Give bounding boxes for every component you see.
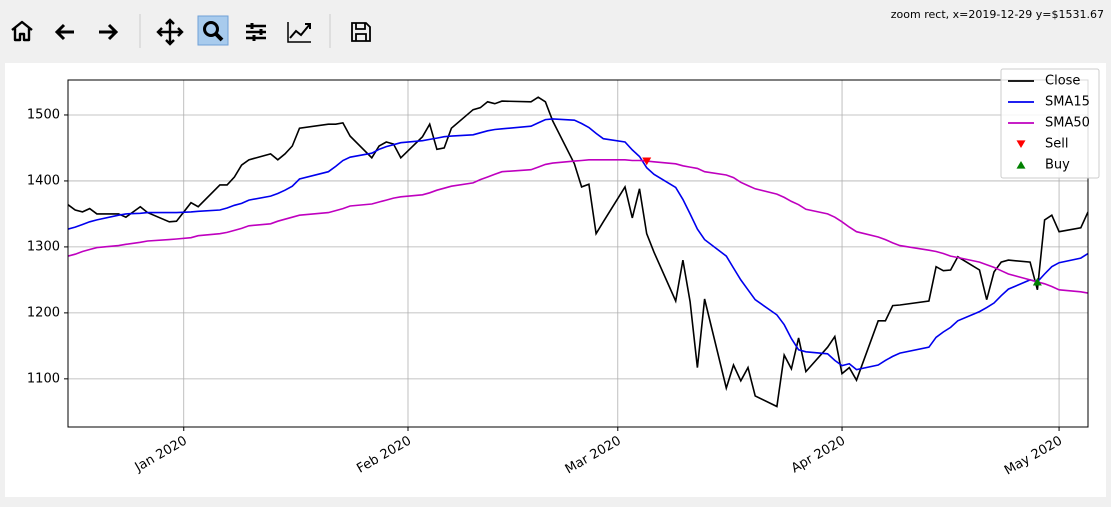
back-button[interactable] (54, 23, 74, 41)
signal-marker (1032, 277, 1042, 286)
zoom-button[interactable] (197, 15, 229, 46)
legend-label: SMA50 (1045, 116, 1090, 131)
legend-label: Sell (1045, 137, 1068, 152)
y-tick-label: 1500 (27, 107, 60, 122)
y-tick-label: 1300 (27, 239, 60, 254)
legend: Close SMA15 SMA50 Sell Buy (1000, 68, 1100, 179)
series-line (68, 159, 1088, 294)
toolbar (11, 14, 371, 48)
signal-marker (642, 157, 652, 166)
edit-axis-button[interactable] (287, 22, 311, 43)
y-tick-label: 1100 (27, 371, 60, 386)
status-message: zoom rect, x=2019-12-29 y=$1531.67 (891, 8, 1104, 21)
pan-button[interactable] (156, 18, 184, 46)
configure-button[interactable] (246, 23, 266, 41)
legend-label: Close (1045, 74, 1080, 89)
legend-label: Buy (1045, 158, 1070, 173)
series-line (68, 96, 1088, 408)
y-tick-label: 1400 (27, 173, 60, 188)
legend-marker (1016, 140, 1026, 149)
forward-button[interactable] (99, 23, 119, 41)
axes-frame (67, 79, 1089, 428)
figure (5, 63, 1106, 497)
series-line (68, 118, 1088, 371)
legend-box (1000, 68, 1100, 179)
legend-label: SMA15 (1045, 95, 1090, 110)
save-button[interactable] (351, 22, 371, 42)
y-tick-label: 1200 (27, 305, 60, 320)
home-button[interactable] (11, 20, 33, 42)
legend-marker (1016, 160, 1026, 169)
